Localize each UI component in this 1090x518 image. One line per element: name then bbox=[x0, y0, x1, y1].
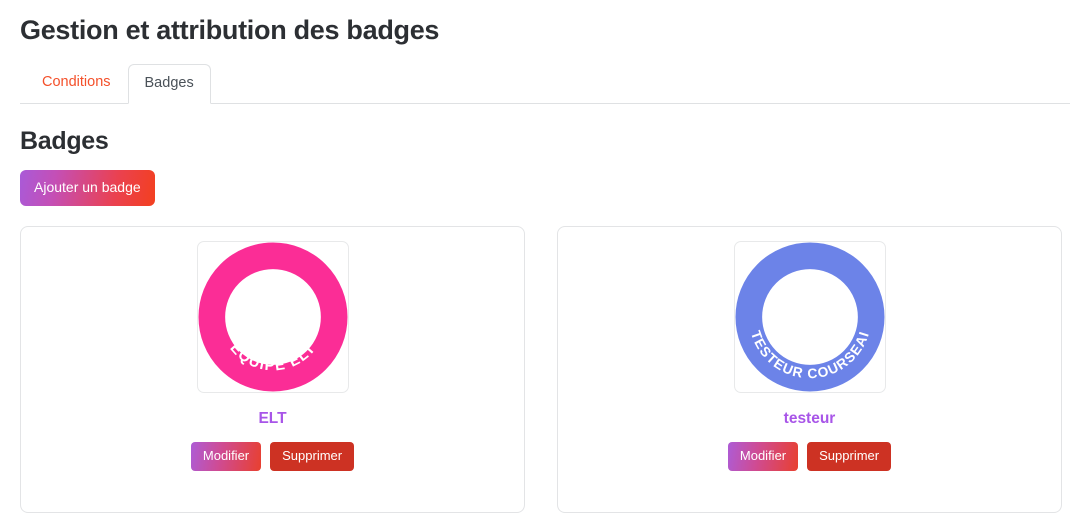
badge-card-actions: Modifier Supprimer bbox=[727, 442, 892, 471]
badge-card-actions: Modifier Supprimer bbox=[190, 442, 355, 471]
delete-badge-button[interactable]: Supprimer bbox=[270, 442, 355, 471]
add-badge-button[interactable]: Ajouter un badge bbox=[20, 170, 155, 206]
tab-bar: Conditions Badges bbox=[20, 64, 1070, 104]
page-title: Gestion et attribution des badges bbox=[20, 15, 440, 45]
badge-card: EQUIPE ELT ELT Modifier Supprimer bbox=[20, 226, 525, 513]
delete-badge-button[interactable]: Supprimer bbox=[807, 442, 892, 471]
badge-name: testeur bbox=[783, 410, 836, 427]
edit-badge-button[interactable]: Modifier bbox=[190, 442, 262, 471]
badge-ring-icon: EQUIPE ELT bbox=[197, 242, 348, 392]
edit-badge-button[interactable]: Modifier bbox=[727, 442, 799, 471]
tab-conditions[interactable]: Conditions bbox=[25, 63, 128, 103]
tab-badges[interactable]: Badges bbox=[127, 64, 211, 104]
badge-card-list: EQUIPE ELT ELT Modifier Supprimer TE bbox=[20, 226, 1070, 513]
tab-badges-label: Badges bbox=[144, 75, 194, 91]
badge-card: TESTEUR COURSEAI testeur Modifier Suppri… bbox=[557, 226, 1062, 513]
badge-ring-icon: TESTEUR COURSEAI bbox=[734, 242, 885, 392]
badge-ring-circle bbox=[734, 242, 885, 392]
badge-image-frame: EQUIPE ELT bbox=[196, 241, 349, 393]
badge-name: ELT bbox=[258, 410, 287, 427]
section-title: Badges bbox=[20, 127, 109, 155]
tab-conditions-label: Conditions bbox=[42, 74, 111, 90]
badge-image-frame: TESTEUR COURSEAI bbox=[733, 241, 886, 393]
badge-ring-circle bbox=[197, 242, 348, 392]
